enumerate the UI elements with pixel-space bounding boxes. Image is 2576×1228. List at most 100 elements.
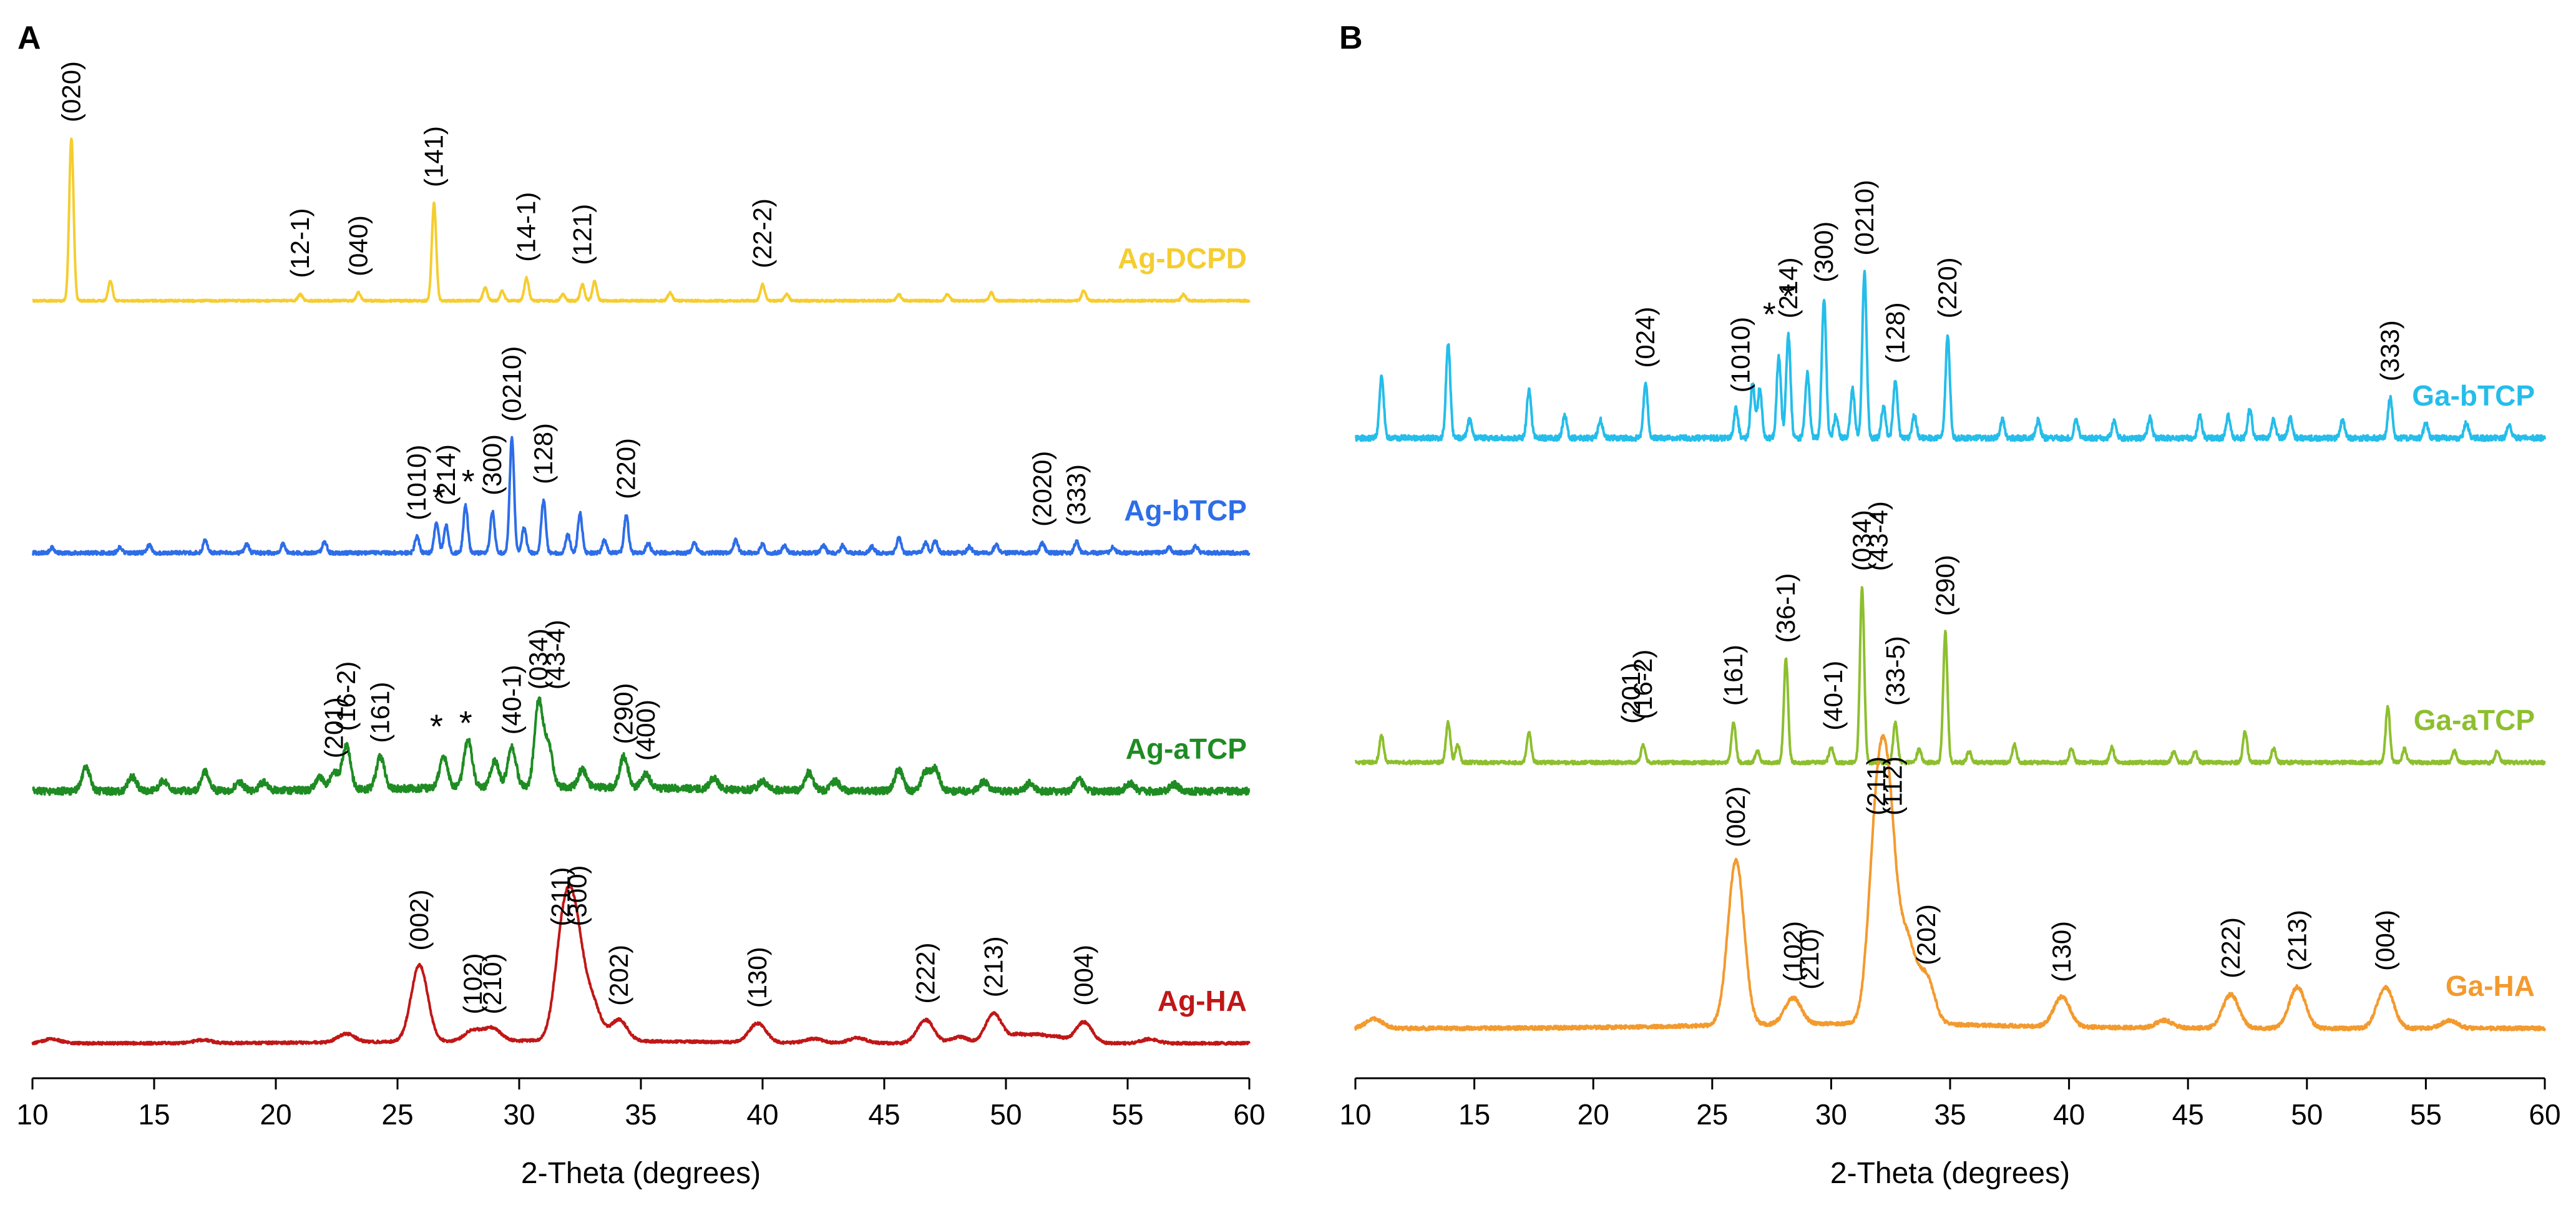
panel-letter: B <box>1339 20 1363 56</box>
peak-label: (0210) <box>497 346 526 422</box>
peak-label: (102) <box>1778 921 1807 982</box>
series-ga-atcp: Ga-aTCP (201)(16-2) (161) (36-1) (40-1) (034)… <box>1354 501 2546 766</box>
impurity-star-marker: * <box>430 708 443 746</box>
peak-label: (214) <box>431 444 461 505</box>
peak-label: (202) <box>1911 904 1941 965</box>
xrd-trace <box>1354 734 2546 1031</box>
x-tick-label: 40 <box>2053 1098 2085 1131</box>
impurity-star-marker: * <box>432 479 446 517</box>
x-axis-title: 2-Theta (degrees) <box>1830 1157 2070 1190</box>
series-label: Ga-aTCP <box>2414 704 2535 736</box>
peak-label: (034) <box>1847 510 1876 571</box>
series-label: Ag-DCPD <box>1118 242 1247 275</box>
peak-label: (43-4) <box>541 620 570 690</box>
x-tick-label: 60 <box>1233 1098 1265 1131</box>
impurity-star-marker: * <box>459 704 472 742</box>
peak-label: (1010) <box>1726 317 1755 392</box>
peak-label: (201) <box>320 697 349 758</box>
x-tick-label: 50 <box>2291 1098 2323 1131</box>
peak-label: (40-1) <box>1818 661 1848 731</box>
x-tick-label: 45 <box>868 1098 900 1131</box>
peak-label: (214) <box>1773 257 1803 318</box>
impurity-star-marker: * <box>1782 278 1795 315</box>
x-tick-label: 15 <box>138 1098 170 1131</box>
x-axis-title: 2-Theta (degrees) <box>521 1157 761 1190</box>
peak-label: (220) <box>1933 257 1962 318</box>
x-tick-label: 25 <box>381 1098 413 1131</box>
peak-label: (0210) <box>1850 180 1879 255</box>
x-tick-label: 45 <box>2172 1098 2204 1131</box>
xrd-trace <box>31 696 1251 796</box>
series-ag-btcp: Ag-bTCP (1010) (214) (300) (0210)(128) (220) (… <box>31 346 1251 556</box>
peak-label: (12-1) <box>285 208 315 278</box>
peak-label: (211) <box>1861 756 1891 816</box>
impurity-star-marker: * <box>462 463 475 500</box>
peak-label: (36-1) <box>1771 573 1800 643</box>
peak-label: (213) <box>2283 910 2312 971</box>
peak-label: (128) <box>529 423 558 484</box>
x-tick-label: 55 <box>1111 1098 1143 1131</box>
xrd-trace <box>31 884 1251 1046</box>
peak-label: (220) <box>612 438 641 499</box>
peak-label: (22-2) <box>748 198 777 268</box>
x-tick-label: 50 <box>990 1098 1022 1131</box>
peak-label: (002) <box>1721 786 1750 847</box>
peak-label: (300) <box>563 865 592 926</box>
peak-label: (213) <box>979 936 1008 997</box>
peak-label: (211) <box>545 867 575 927</box>
peak-label: (333) <box>2375 320 2404 381</box>
peak-label: (161) <box>366 682 395 743</box>
peak-label: (43-4) <box>1864 501 1893 571</box>
series-label: Ag-bTCP <box>1124 494 1247 527</box>
x-tick-label: 20 <box>1578 1098 1609 1131</box>
peak-label: (210) <box>477 953 507 1015</box>
x-tick-label: 10 <box>16 1098 48 1131</box>
series-ag-atcp: Ag-aTCP (201)(16-2) (161) (40-1)(034)(43-4)… <box>31 620 1251 796</box>
peak-label: (1010) <box>402 445 431 520</box>
peak-label: (201) <box>1616 663 1646 724</box>
series-label: Ag-HA <box>1158 985 1247 1017</box>
peak-label: (33-5) <box>1880 636 1910 706</box>
peak-label: (300) <box>1809 222 1838 283</box>
peak-label: (020) <box>56 61 85 122</box>
peak-label: (202) <box>604 945 633 1006</box>
peak-label: (121) <box>567 204 597 265</box>
peak-label: (141) <box>419 126 449 187</box>
peak-label: (2020) <box>1028 451 1057 527</box>
peak-label: (004) <box>2371 910 2400 971</box>
peak-label: (161) <box>1719 645 1748 706</box>
peak-label: (290) <box>1930 555 1959 616</box>
x-tick-label: 30 <box>503 1098 535 1131</box>
peak-label: (130) <box>743 947 772 1008</box>
peak-label: (002) <box>404 890 434 951</box>
peak-label: (102) <box>458 953 487 1015</box>
series-ag-dcpd: Ag-DCPD (020) (12-1) (040) (141) (14-1) (121) (… <box>31 61 1251 303</box>
xrd-trace <box>1354 586 2546 766</box>
xrd-trace <box>31 137 1251 303</box>
series-label: Ga-HA <box>2446 970 2535 1002</box>
panel-a: A 10 15 20 25 30 35 40 45 50 55 60 2-Theta (degrees)… <box>16 20 1265 1190</box>
impurity-star-marker: * <box>1763 296 1776 333</box>
series-ga-ha: Ga-HA (002) (102)(210) (211)(112) (202) (130)… <box>1354 734 2546 1031</box>
x-tick-label: 20 <box>260 1098 291 1131</box>
series-ag-ha: Ag-HA (002) (102)(210) (211)(300) (202) (130)… <box>31 865 1251 1046</box>
series-ga-btcp: Ga-bTCP (024) (1010) (214)(300) (0210) (128) (… <box>1354 180 2546 442</box>
x-tick-label: 40 <box>746 1098 778 1131</box>
x-tick-label: 10 <box>1339 1098 1371 1131</box>
series-label: Ag-aTCP <box>1126 733 1247 765</box>
panel-b: B 10 15 20 25 30 35 40 45 50 55 60 2-Theta (degrees)… <box>1339 20 2561 1190</box>
xrd-trace <box>1354 270 2546 442</box>
x-tick-label: 55 <box>2410 1098 2442 1131</box>
xrd-trace <box>31 436 1251 556</box>
peak-label: (400) <box>631 699 660 761</box>
peak-label: (300) <box>477 434 507 495</box>
peak-label: (130) <box>2047 921 2076 982</box>
peak-label: (14-1) <box>512 192 541 262</box>
peak-label: (222) <box>910 943 940 1004</box>
peak-label: (004) <box>1069 945 1098 1006</box>
peak-label: (024) <box>1631 307 1660 368</box>
peak-label: (210) <box>1795 928 1824 990</box>
peak-label: (16-2) <box>1628 650 1657 719</box>
peak-label: (040) <box>344 215 373 276</box>
